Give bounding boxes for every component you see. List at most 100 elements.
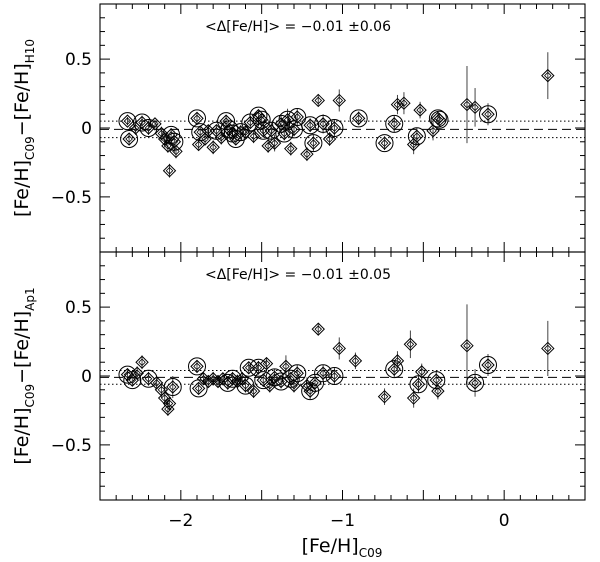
diamond-marker-inner: [314, 96, 323, 105]
diamond-marker-inner: [164, 405, 172, 413]
data-point: [460, 304, 474, 388]
diamond-marker: [211, 374, 225, 389]
diamond-marker-inner: [393, 100, 402, 109]
diamond-marker: [246, 384, 261, 398]
mean-offset-annotation: <Δ[Fe/H]> = −0.01 ±0.06: [205, 19, 391, 35]
diamond-marker-inner: [409, 394, 418, 402]
bottom-panel: 0.5 0 −0.5 −2 −1 0 <Δ[Fe/H]> = −0.01 ±0.05 [Fe/…: [11, 251, 586, 531]
diamond-marker-inner: [335, 344, 344, 353]
diamond-marker-inner: [131, 124, 140, 132]
diamond-marker-inner: [287, 144, 295, 153]
diamond-marker: [303, 384, 317, 398]
diamond-marker-inner: [123, 370, 132, 379]
diamond-marker: [403, 337, 418, 352]
diamond-marker-inner: [406, 340, 415, 349]
diamond-marker-inner: [262, 359, 271, 368]
data-point: [231, 123, 250, 142]
ring-marker: [409, 375, 428, 394]
data-point: [300, 147, 314, 162]
diamond-marker: [238, 378, 253, 393]
diamond-marker-inner: [160, 394, 169, 402]
diamond-marker-inner: [152, 379, 161, 387]
diamond-marker-inner: [544, 344, 552, 353]
diamond-marker-inner: [544, 71, 552, 80]
diamond-marker: [161, 139, 175, 153]
diamond-marker: [387, 117, 401, 131]
data-point: [332, 89, 346, 112]
y-axis-label-sub: C09: [23, 136, 37, 160]
diamond-marker: [290, 366, 304, 380]
x-tick-label: −1: [330, 511, 355, 531]
diamond-marker: [415, 365, 429, 379]
data-point: [189, 379, 208, 398]
diamond-marker: [251, 108, 266, 123]
ring-marker: [301, 382, 320, 401]
ring-marker: [407, 127, 426, 146]
diamond-marker-inner: [214, 377, 222, 386]
diamond-marker-inner: [236, 128, 245, 136]
x-tick-label: 0: [499, 511, 510, 531]
diamond-marker: [348, 354, 363, 368]
diamond-marker-inner: [170, 138, 179, 146]
data-point: [390, 351, 405, 371]
diamond-marker-inner: [270, 373, 279, 382]
ring-marker: [479, 355, 497, 374]
data-point: [385, 114, 404, 133]
diamond-marker: [190, 359, 204, 374]
diamond-marker: [243, 115, 258, 130]
diamond-marker-inner: [123, 117, 132, 125]
diamond-marker-inner: [241, 381, 250, 390]
data-point: [415, 363, 429, 381]
y-axis-label: [Fe/H]C09−[Fe/H]H10: [11, 39, 37, 217]
ring-marker: [163, 378, 182, 397]
diamond-marker-inner: [283, 115, 292, 124]
ring-marker: [120, 130, 139, 149]
diamond-marker: [351, 111, 366, 126]
diamond-marker: [387, 362, 401, 376]
diamond-marker-inner: [335, 96, 344, 105]
y-axis-label-main: −[Fe/H]: [11, 63, 33, 136]
data-point: [246, 384, 261, 399]
diamond-marker: [274, 117, 288, 131]
data-point: [468, 88, 482, 127]
diamond-marker-inner: [311, 379, 319, 387]
diamond-marker-inner: [133, 369, 141, 378]
diamond-marker: [120, 114, 135, 128]
diamond-marker: [431, 384, 445, 398]
diamond-marker-inner: [432, 376, 441, 384]
diamond-marker-inner: [138, 358, 146, 366]
data-point: [322, 132, 337, 146]
diamond-marker: [377, 389, 392, 404]
ring-marker: [272, 372, 291, 391]
data-point: [162, 163, 177, 178]
diamond-marker: [263, 378, 277, 393]
ring-marker: [239, 358, 258, 377]
diamond-marker-inner: [303, 150, 311, 158]
data-point: [130, 366, 144, 381]
diamond-marker: [256, 373, 270, 387]
diamond-marker: [277, 126, 292, 141]
diamond-marker: [242, 361, 256, 375]
diamond-marker-inner: [193, 114, 201, 123]
data-point: [311, 93, 325, 108]
ring-marker: [385, 114, 404, 133]
ring-marker: [314, 114, 333, 133]
diamond-marker: [246, 129, 261, 143]
diamond-marker-inner: [351, 357, 360, 365]
diamond-marker: [460, 338, 474, 353]
diamond-marker-inner: [194, 140, 203, 149]
diamond-marker-inner: [306, 387, 314, 395]
diamond-marker-inner: [435, 115, 444, 124]
diamond-marker: [214, 130, 228, 145]
data-point: [349, 109, 368, 128]
data-point: [430, 110, 449, 129]
data-point: [541, 52, 555, 100]
diamond-marker-inner: [330, 372, 339, 380]
diamond-marker-inner: [400, 99, 408, 107]
ring-marker: [466, 373, 485, 392]
data-point: [263, 378, 277, 393]
data-point: [139, 119, 158, 137]
diamond-marker-inner: [138, 118, 146, 127]
ring-marker: [304, 134, 323, 153]
diamond-marker-inner: [172, 147, 180, 156]
